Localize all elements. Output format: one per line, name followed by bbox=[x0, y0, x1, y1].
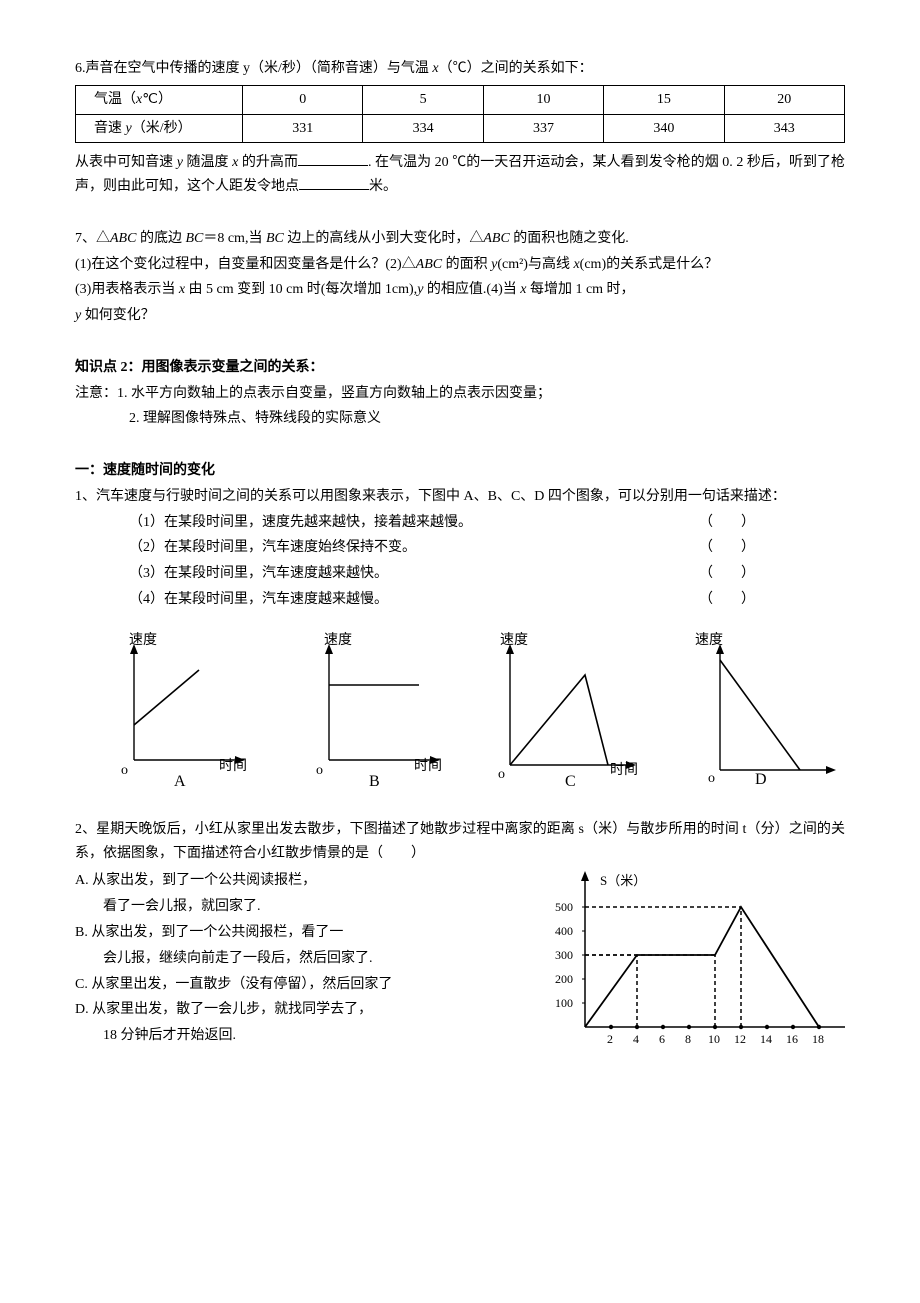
blank-input[interactable] bbox=[299, 175, 369, 190]
q6-text-b: （℃）之间的关系如下： bbox=[439, 61, 593, 76]
cell: 15 bbox=[604, 85, 724, 114]
kp2-title: 知识点 2：用图像表示变量之间的关系： bbox=[75, 356, 845, 380]
svg-text:14: 14 bbox=[760, 1032, 772, 1046]
opt-b-cont: 会儿报，继续向前走了一段后，然后回家了. bbox=[75, 947, 535, 971]
q2-chart: S（米）t（分）10020030040050024681012141618 bbox=[535, 867, 845, 1062]
svg-text:8: 8 bbox=[685, 1032, 691, 1046]
match-line: （3）在某段时间里，汽车速度越来越快。 （ ） bbox=[75, 562, 845, 586]
svg-text:速度: 速度 bbox=[324, 632, 352, 648]
q7-l3: (3)用表格表示当 x 由 5 cm 变到 10 cm 时(每次增加 1cm),… bbox=[75, 278, 845, 302]
paren-blank[interactable]: （ ） bbox=[699, 562, 755, 586]
match-line: （1）在某段时间里，速度先越来越快，接着越来越慢。 （ ） bbox=[75, 511, 845, 535]
match-text: （3）在某段时间里，汽车速度越来越快。 bbox=[129, 562, 388, 586]
cell: 343 bbox=[724, 114, 844, 143]
svg-text:4: 4 bbox=[633, 1032, 639, 1046]
s1-title: 一：速度随时间的变化 bbox=[75, 459, 845, 483]
cell: 331 bbox=[243, 114, 363, 143]
svg-text:S（米）: S（米） bbox=[600, 873, 646, 888]
kp2-note1: 注意：1. 水平方向数轴上的点表示自变量，竖直方向数轴上的点表示因变量； bbox=[75, 382, 845, 406]
svg-text:200: 200 bbox=[555, 972, 573, 986]
table-row: 音速 y（米/秒） 331 334 337 340 343 bbox=[76, 114, 845, 143]
q6-text-a: 6.声音在空气中传播的速度 y（米/秒）（简称音速）与气温 bbox=[75, 61, 432, 76]
match-line: （4）在某段时间里，汽车速度越来越慢。 （ ） bbox=[75, 588, 845, 612]
q6-table: 气温（x℃） 0 5 10 15 20 音速 y（米/秒） 331 334 33… bbox=[75, 85, 845, 144]
svg-text:18: 18 bbox=[812, 1032, 824, 1046]
chart-d: 速度 o D bbox=[685, 630, 845, 790]
s1-q1head: 1、汽车速度与行驶时间之间的关系可以用图象来表示，下图中 A、B、C、D 四个图… bbox=[75, 485, 845, 509]
kp2-note2: 2. 理解图像特殊点、特殊线段的实际意义 bbox=[75, 407, 845, 431]
charts-row: 速度 时间 o A 速度 时间 o B 速度 时间 o C 速度 o D bbox=[75, 630, 845, 790]
svg-text:16: 16 bbox=[786, 1032, 798, 1046]
chart-c: 速度 时间 o C bbox=[490, 630, 650, 790]
cell: 20 bbox=[724, 85, 844, 114]
q7-l4: y 如何变化？ bbox=[75, 304, 845, 328]
svg-text:o: o bbox=[316, 763, 323, 778]
svg-text:B: B bbox=[369, 773, 380, 790]
cell: 334 bbox=[363, 114, 483, 143]
opt-b: B. 从家出发，到了一个公共阅报栏，看了一 bbox=[75, 921, 535, 945]
table-row: 气温（x℃） 0 5 10 15 20 bbox=[76, 85, 845, 114]
match-text: （2）在某段时间里，汽车速度始终保持不变。 bbox=[129, 536, 416, 560]
chart-b: 速度 时间 o B bbox=[294, 630, 454, 790]
cell-label: 气温（x℃） bbox=[76, 85, 243, 114]
cell: 5 bbox=[363, 85, 483, 114]
svg-text:速度: 速度 bbox=[500, 632, 528, 648]
q6-after: 从表中可知音速 y 随温度 x 的升高而. 在气温为 20 ℃的一天召开运动会，… bbox=[75, 151, 845, 199]
svg-text:500: 500 bbox=[555, 900, 573, 914]
q6-prompt: 6.声音在空气中传播的速度 y（米/秒）（简称音速）与气温 x（℃）之间的关系如… bbox=[75, 57, 845, 81]
cell-label: 音速 y（米/秒） bbox=[76, 114, 243, 143]
q7-l1: 7、△ABC 的底边 BC＝8 cm,当 BC 边上的高线从小到大变化时，△AB… bbox=[75, 227, 845, 251]
svg-text:10: 10 bbox=[708, 1032, 720, 1046]
opt-a: A. 从家出发，到了一个公共阅读报栏， bbox=[75, 869, 535, 893]
svg-text:400: 400 bbox=[555, 924, 573, 938]
chart-a: 速度 时间 o A bbox=[99, 630, 259, 790]
q2-head: 2、星期天晚饭后，小红从家里出发去散步，下图描述了她散步过程中离家的距离 s（米… bbox=[75, 818, 845, 866]
svg-text:12: 12 bbox=[734, 1032, 746, 1046]
svg-text:2: 2 bbox=[607, 1032, 613, 1046]
svg-text:C: C bbox=[565, 773, 576, 790]
svg-text:D: D bbox=[755, 771, 767, 788]
cell: 340 bbox=[604, 114, 724, 143]
match-text: （1）在某段时间里，速度先越来越快，接着越来越慢。 bbox=[129, 511, 472, 535]
opt-d-cont: 18 分钟后才开始返回. bbox=[75, 1024, 535, 1048]
svg-text:速度: 速度 bbox=[129, 632, 157, 648]
blank-input[interactable] bbox=[298, 151, 368, 166]
paren-blank[interactable]: （ ） bbox=[699, 588, 755, 612]
svg-text:o: o bbox=[708, 771, 715, 786]
cell: 337 bbox=[483, 114, 603, 143]
paren-blank[interactable]: （ ） bbox=[699, 511, 755, 535]
q7-l2: (1)在这个变化过程中，自变量和因变量各是什么？(2)△ABC 的面积 y(cm… bbox=[75, 253, 845, 277]
svg-text:6: 6 bbox=[659, 1032, 665, 1046]
svg-text:o: o bbox=[121, 763, 128, 778]
svg-text:A: A bbox=[174, 773, 186, 790]
svg-text:速度: 速度 bbox=[695, 632, 723, 648]
svg-text:100: 100 bbox=[555, 996, 573, 1010]
opt-d: D. 从家里出发，散了一会儿步，就找同学去了， bbox=[75, 998, 535, 1022]
opt-a-cont: 看了一会儿报，就回家了. bbox=[75, 895, 535, 919]
match-text: （4）在某段时间里，汽车速度越来越慢。 bbox=[129, 588, 388, 612]
opt-c: C. 从家里出发，一直散步（没有停留），然后回家了 bbox=[75, 973, 535, 997]
q2-options: A. 从家出发，到了一个公共阅读报栏， 看了一会儿报，就回家了. B. 从家出发… bbox=[75, 867, 535, 1050]
cell: 10 bbox=[483, 85, 603, 114]
paren-blank[interactable]: （ ） bbox=[699, 536, 755, 560]
svg-text:o: o bbox=[498, 767, 505, 782]
cell: 0 bbox=[243, 85, 363, 114]
match-line: （2）在某段时间里，汽车速度始终保持不变。 （ ） bbox=[75, 536, 845, 560]
svg-text:300: 300 bbox=[555, 948, 573, 962]
